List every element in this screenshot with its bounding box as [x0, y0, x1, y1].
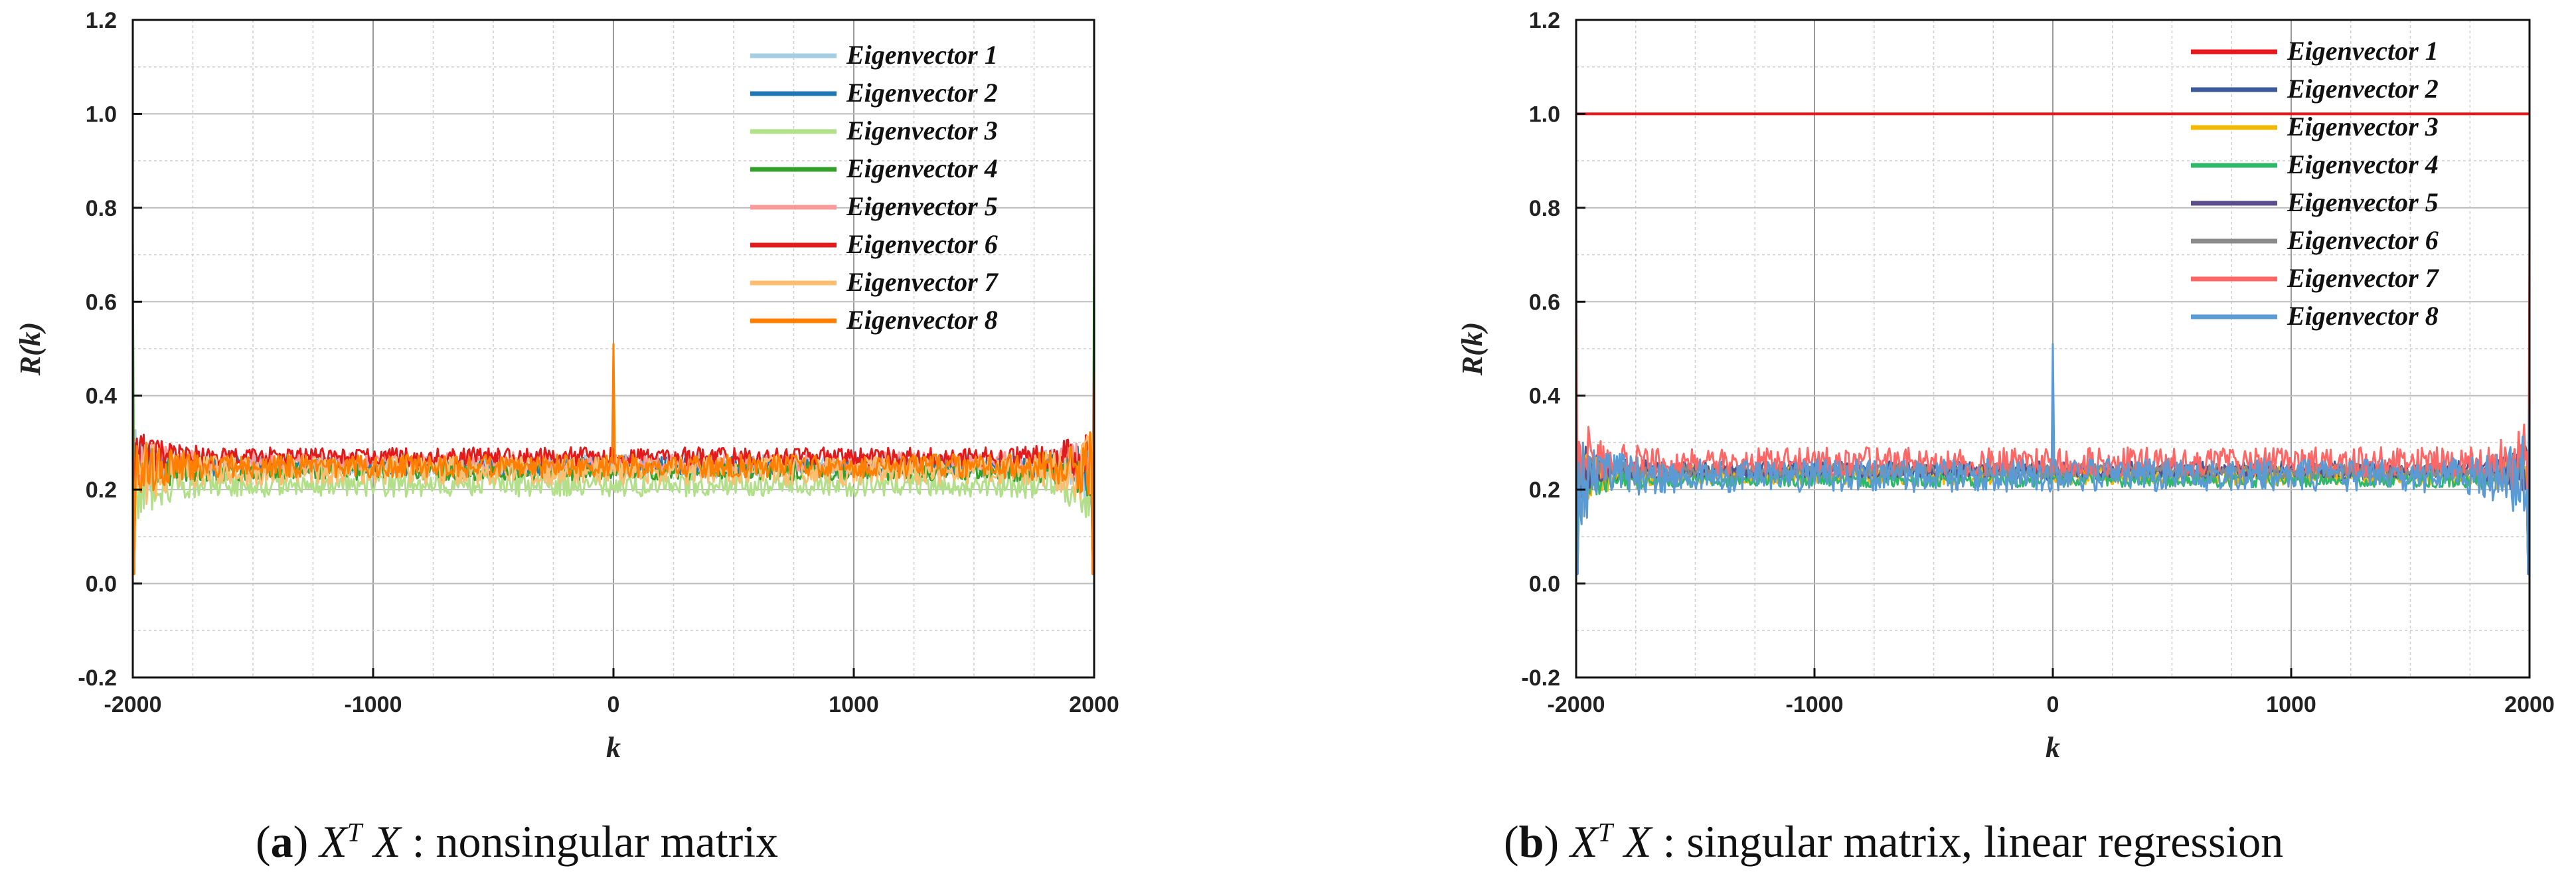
caption-b-sup: T — [1597, 817, 1613, 847]
x-tick-label: 2000 — [1069, 692, 1119, 717]
legend-label: Eigenvector 2 — [846, 78, 998, 108]
y-axis-label: R(k) — [1456, 322, 1489, 377]
y-tick-label: 1.0 — [86, 102, 117, 127]
legend-label: Eigenvector 7 — [846, 267, 999, 297]
y-tick-label: 0.2 — [86, 478, 117, 503]
chart-panel-a: -2000 -1000 0 1000 2000 -0.2 0.0 0.2 0.4 0.6 0.8 1.… — [14, 8, 1119, 764]
caption-b-x2: X — [1623, 816, 1652, 867]
legend-label: Eigenvector 6 — [2287, 225, 2439, 255]
caption-a-math: XT X — [319, 816, 400, 867]
series-line-7 — [1575, 231, 2531, 575]
y-tick-label: 0.4 — [1529, 384, 1560, 409]
y-tick-label: 0.6 — [86, 290, 117, 315]
legend-label: Eigenvector 4 — [846, 153, 998, 183]
legend-label: Eigenvector 1 — [2287, 36, 2439, 66]
legend-label: Eigenvector 4 — [2287, 149, 2439, 179]
series-group-b — [1575, 112, 2531, 575]
x-tick-label: 1000 — [829, 692, 879, 717]
x-tick-label: -1000 — [1786, 692, 1844, 717]
legend-label: Eigenvector 6 — [846, 229, 998, 259]
grid-a — [133, 20, 1094, 677]
legend-label: Eigenvector 3 — [2287, 112, 2439, 141]
y-tick-label: 0.6 — [1529, 290, 1560, 315]
legend-label: Eigenvector 8 — [2287, 301, 2439, 331]
y-tick-label: 1.2 — [86, 8, 117, 33]
y-tick-label: 0.8 — [86, 196, 117, 221]
legend-label: Eigenvector 3 — [846, 116, 998, 145]
caption-a-tag: a — [270, 816, 293, 867]
legend-label: Eigenvector 1 — [846, 40, 998, 70]
y-tick-label: 0.4 — [86, 384, 117, 409]
y-tick-label: 0.8 — [1529, 196, 1560, 221]
legend-label: Eigenvector 2 — [2287, 74, 2439, 104]
legend-label: Eigenvector 8 — [846, 305, 998, 335]
y-tick-label: -0.2 — [78, 666, 117, 691]
caption-a-x1: X — [319, 816, 347, 867]
x-tick-label: -1000 — [345, 692, 402, 717]
caption-b-x1: X — [1570, 816, 1598, 867]
y-tick-label: 1.0 — [1529, 102, 1560, 127]
caption-a-sup: T — [347, 817, 362, 847]
caption-a: (a) XT X : nonsingular matrix — [256, 816, 779, 867]
x-axis-label: k — [2046, 731, 2060, 764]
caption-b: (b) XT X : singular matrix, linear regre… — [1504, 816, 2284, 867]
series-line-8 — [1575, 343, 2531, 575]
y-tick-label: 0.0 — [86, 572, 117, 597]
x-tick-label: 0 — [607, 692, 620, 717]
y-tick-label: 1.2 — [1529, 8, 1560, 33]
legend-label: Eigenvector 7 — [2287, 263, 2440, 293]
caption-a-x2: X — [373, 816, 401, 867]
x-tick-label: -2000 — [1548, 692, 1605, 717]
y-tick-label: 0.0 — [1529, 572, 1560, 597]
x-axis-label: k — [606, 731, 621, 764]
x-tick-label: 1000 — [2266, 692, 2316, 717]
x-tick-label: -2000 — [104, 692, 162, 717]
chart-panel-b: -2000 -1000 0 1000 2000 -0.2 0.0 0.2 0.4 0.6 0.8 1.… — [1456, 8, 2555, 764]
series-group-a — [131, 231, 1095, 575]
x-tick-label: 0 — [2047, 692, 2059, 717]
legend-b: Eigenvector 1 Eigenvector 2 Eigenvector 3 E… — [2191, 36, 2440, 331]
y-tick-label: -0.2 — [1521, 666, 1560, 691]
legend-label: Eigenvector 5 — [2287, 187, 2439, 217]
caption-b-tag: b — [1518, 816, 1544, 867]
caption-b-math: XT X — [1570, 816, 1651, 867]
caption-b-text: : singular matrix, linear regression — [1651, 816, 2284, 867]
legend-label: Eigenvector 5 — [846, 191, 998, 221]
series-line-8 — [131, 343, 1095, 575]
x-tick-label: 2000 — [2504, 692, 2555, 717]
y-axis-label: R(k) — [14, 322, 46, 377]
legend-a: Eigenvector 1 Eigenvector 2 Eigenvector 3 E… — [750, 40, 999, 335]
y-tick-label: 0.2 — [1529, 478, 1560, 503]
series-line-3 — [131, 395, 1095, 575]
caption-a-text: : nonsingular matrix — [400, 816, 779, 867]
